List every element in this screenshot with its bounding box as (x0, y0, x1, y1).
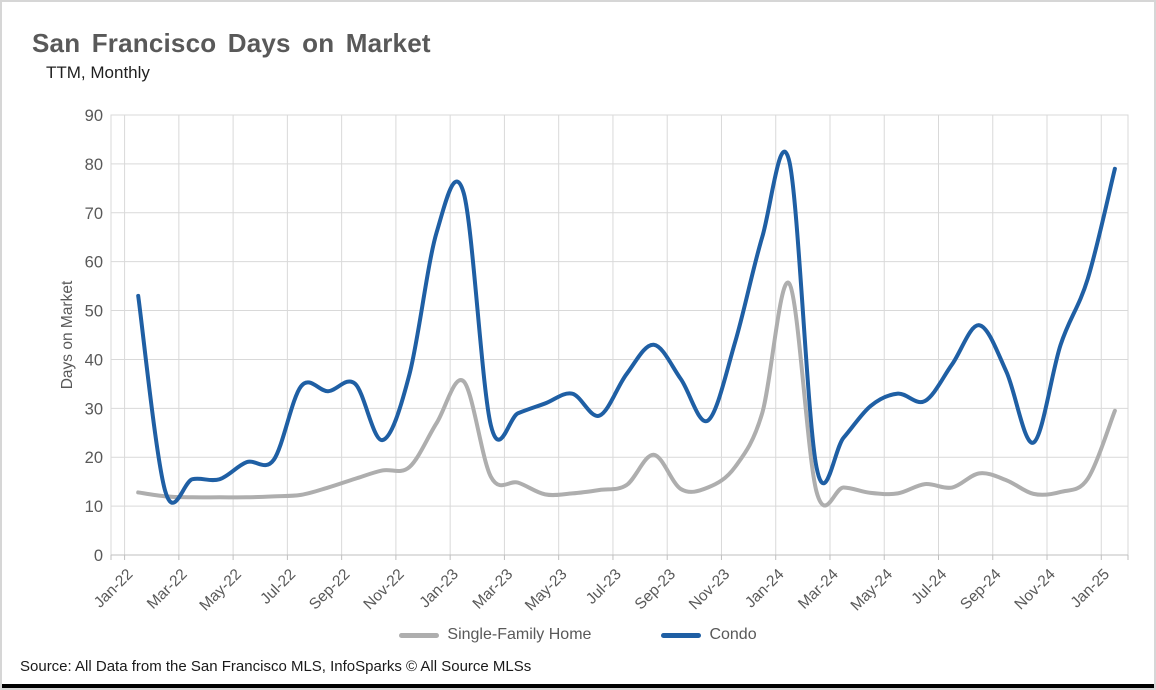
condo-line-swatch (661, 632, 702, 638)
y-axis-title: Days on Market (59, 280, 76, 389)
y-tick-label: 40 (85, 351, 103, 369)
x-tick-label: Nov-23 (686, 566, 733, 613)
x-tick-label: Mar-23 (470, 566, 517, 613)
x-tick-label: Nov-24 (1011, 566, 1059, 614)
x-tick-label: Nov-22 (360, 566, 407, 613)
legend-label-single-family: Single-Family Home (447, 626, 592, 643)
bottom-border-bar (2, 684, 1154, 688)
x-tick-label: Jan-25 (1068, 566, 1114, 612)
x-tick-label: Jan-22 (91, 566, 137, 612)
x-tick-label: Sep-23 (632, 566, 679, 613)
condo-series-line (136, 149, 1117, 505)
y-tick-label: 50 (85, 303, 103, 321)
y-tick-label: 60 (85, 254, 103, 272)
single-family-line-swatch (399, 632, 440, 638)
x-tick-label: May-24 (847, 566, 896, 615)
y-tick-label: 10 (85, 498, 103, 516)
x-tick-label: Jul-22 (257, 566, 299, 608)
x-tick-label: Jul-24 (908, 566, 950, 608)
x-tick-label: Mar-24 (795, 566, 842, 613)
x-tick-label: Mar-22 (144, 566, 191, 613)
page-title: San Francisco Days on Market (32, 28, 431, 58)
x-tick-label: May-23 (522, 566, 571, 615)
source-text: Source: All Data from the San Francisco … (20, 658, 532, 675)
y-tick-label: 70 (85, 205, 103, 223)
y-tick-label: 90 (85, 107, 103, 125)
x-tick-label: Jan-24 (742, 566, 788, 612)
legend-item-condo: Condo (661, 626, 757, 644)
y-tick-label: 80 (85, 156, 103, 174)
x-tick-label: May-22 (196, 566, 245, 615)
line-chart: 0 10 20 30 40 50 60 70 80 90 Jan-22 Mar-22 May-22 Jul… (59, 107, 1129, 615)
y-tick-label: 30 (85, 400, 103, 418)
single-family-series-line (136, 280, 1117, 508)
legend-label-condo: Condo (709, 626, 757, 643)
x-tick-label: Sep-24 (957, 566, 1005, 614)
x-tick-label: Jan-23 (416, 566, 462, 612)
x-tick-label: Sep-22 (306, 566, 353, 613)
legend-item-single-family: Single-Family Home (399, 626, 591, 644)
y-tick-label: 20 (85, 449, 103, 467)
y-tick-label: 0 (94, 547, 103, 565)
chart-legend: Single-Family Home Condo (2, 626, 1154, 644)
page-subtitle: TTM, Monthly (46, 63, 150, 82)
x-tick-label: Jul-23 (583, 566, 625, 608)
